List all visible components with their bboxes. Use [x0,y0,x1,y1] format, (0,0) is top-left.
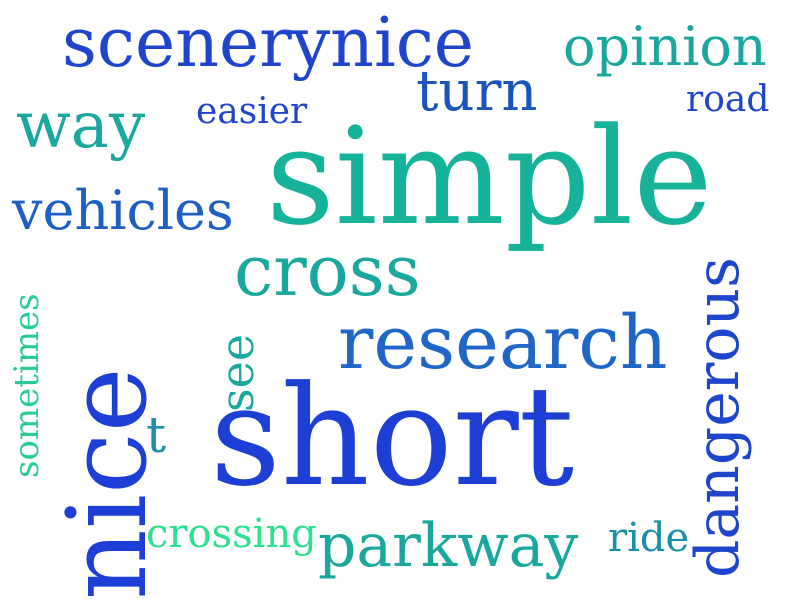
word-crossing: crossing [146,511,317,557]
word-scenerynice: scenerynice [62,4,475,83]
word-dangerous: dangerous [683,257,753,578]
word-simple: simple [266,99,713,255]
word-nice: nice [43,367,171,600]
word-short: short [210,356,575,517]
word-road: road [686,79,770,120]
word-turn: turn [416,59,538,124]
word-vehicles: vehicles [12,179,234,242]
word-cross: cross [234,230,421,312]
word-sometimes: sometimes [7,293,47,478]
word-way: way [16,89,146,163]
word-research: research [338,300,668,386]
word-ride: ride [608,515,690,561]
word-t: t [146,406,167,464]
word-parkway: parkway [318,511,579,581]
word-easier: easier [196,91,308,132]
word-opinion: opinion [563,15,767,78]
